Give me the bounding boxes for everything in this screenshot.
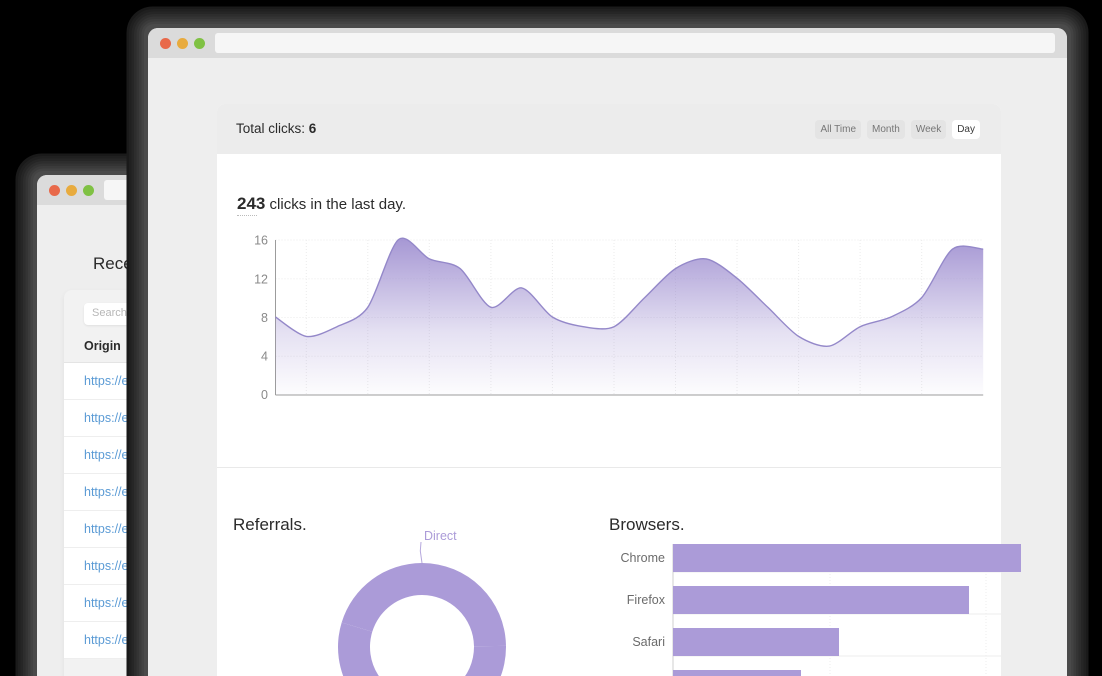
svg-text:07:00: 07:00 [598, 402, 629, 404]
svg-text:11:00: 11:00 [722, 402, 752, 404]
svg-text:Firefox: Firefox [627, 593, 666, 607]
svg-text:09:00: 09:00 [660, 402, 691, 404]
svg-text:Direct: Direct [424, 529, 457, 543]
svg-text:12: 12 [254, 272, 268, 286]
svg-text:4: 4 [261, 350, 268, 364]
svg-text:15:00: 15:00 [844, 402, 875, 404]
svg-text:Safari: Safari [632, 635, 665, 649]
svg-text:Chrome: Chrome [621, 551, 666, 565]
svg-text:16: 16 [254, 234, 268, 248]
svg-text:23:00: 23:00 [352, 402, 383, 404]
svg-text:05:00: 05:00 [537, 402, 568, 404]
svg-text:01:00: 01:00 [414, 402, 445, 404]
svg-text:19:00: 19:00 [968, 402, 999, 404]
svg-text:8: 8 [261, 311, 268, 325]
svg-text:17:00: 17:00 [906, 402, 937, 404]
svg-text:21:00: 21:00 [291, 402, 322, 404]
svg-text:13:00: 13:00 [783, 402, 814, 404]
svg-text:03:00: 03:00 [475, 402, 506, 404]
svg-text:0: 0 [261, 388, 268, 402]
